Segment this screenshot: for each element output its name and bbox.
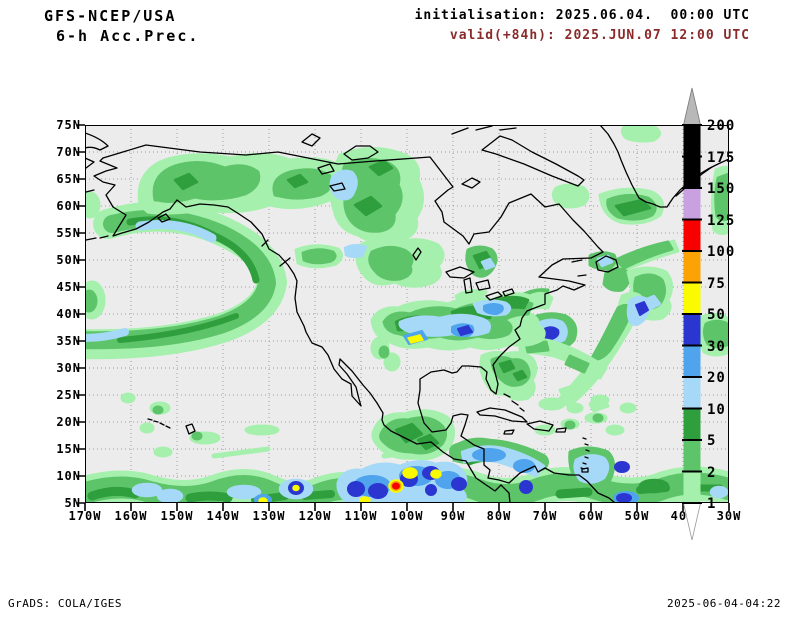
- axis-ticks: [77, 124, 730, 511]
- y-tick-label: 25N: [56, 388, 81, 402]
- y-tick-label: 35N: [56, 334, 81, 348]
- y-tick-label: 55N: [56, 226, 81, 240]
- grads-credit: GrADS: COLA/IGES: [8, 597, 122, 610]
- colorbar-segment: [683, 314, 701, 346]
- colorbar-segment: [683, 219, 701, 251]
- colorbar-label: 10: [707, 402, 726, 418]
- colorbar-segment: [683, 156, 701, 188]
- colorbar-label: 30: [707, 339, 726, 355]
- precip-shading: [85, 125, 729, 503]
- colorbar-label: 125: [707, 213, 735, 229]
- init-time-label: initialisation: 2025.06.04. 00:00 UTC: [414, 8, 750, 23]
- colorbar-label: 1: [707, 496, 716, 512]
- colorbar-label: 2: [707, 465, 716, 481]
- x-tick-label: 80W: [487, 509, 512, 523]
- colorbar-label: 150: [707, 181, 735, 197]
- product-subtitle: 6-h Acc.Prec.: [56, 27, 200, 45]
- y-tick-label: 5N: [65, 496, 81, 510]
- x-tick-label: 150W: [161, 509, 194, 523]
- y-axis-labels: 75N 70N 65N 60N 55N 50N 45N 40N 35N 30N …: [56, 118, 81, 510]
- y-tick-label: 10N: [56, 469, 81, 483]
- colorbar-segment: [683, 251, 701, 283]
- model-title: GFS-NCEP/USA: [44, 7, 177, 25]
- colorbar-label: 175: [707, 150, 735, 166]
- colorbar-label: 50: [707, 307, 726, 323]
- x-tick-label: 30W: [717, 509, 742, 523]
- colorbar-segment: [683, 125, 701, 157]
- colorbar-segment: [683, 471, 701, 503]
- x-tick-label: 60W: [579, 509, 604, 523]
- x-tick-label: 90W: [441, 509, 466, 523]
- colorbar-level-lines: [682, 124, 702, 504]
- y-tick-label: 30N: [56, 361, 81, 375]
- coastlines: [85, 125, 729, 503]
- colorbar-label: 20: [707, 370, 726, 386]
- y-tick-label: 70N: [56, 145, 81, 159]
- y-tick-label: 65N: [56, 172, 81, 186]
- colorbar-segment: [683, 345, 701, 377]
- x-tick-label: 120W: [299, 509, 332, 523]
- colorbar-label: 100: [707, 244, 735, 260]
- y-tick-label: 50N: [56, 253, 81, 267]
- colorbar-segment: [683, 377, 701, 409]
- colorbar-segment: [683, 440, 701, 472]
- x-tick-label: 100W: [391, 509, 424, 523]
- y-tick-label: 45N: [56, 280, 81, 294]
- colorbar-segment: [683, 188, 701, 220]
- x-tick-label: 70W: [533, 509, 558, 523]
- colorbar-labels: 200 175 150 125 100 75 50 30 20 10 5 2 1: [707, 118, 735, 512]
- colorbar-label: 75: [707, 276, 726, 292]
- colorbar-segment: [683, 408, 701, 440]
- colorbar-segment: [683, 282, 701, 314]
- x-tick-label: 50W: [625, 509, 650, 523]
- y-tick-label: 20N: [56, 415, 81, 429]
- x-tick-label: 160W: [115, 509, 148, 523]
- x-tick-label: 130W: [253, 509, 286, 523]
- y-tick-label: 75N: [56, 118, 81, 132]
- colorbar-arrow-above: [682, 87, 702, 126]
- y-tick-label: 60N: [56, 199, 81, 213]
- x-axis-labels: 170W 160W 150W 140W 130W 120W 110W 100W …: [69, 509, 742, 523]
- creation-timestamp: 2025-06-04-04:22: [667, 597, 781, 610]
- valid-time-label: valid(+84h): 2025.JUN.07 12:00 UTC: [449, 28, 750, 43]
- y-tick-label: 40N: [56, 307, 81, 321]
- colorbar-label: 5: [707, 433, 716, 449]
- colorbar-label: 200: [707, 118, 735, 134]
- coastline-dot: [688, 178, 693, 183]
- x-tick-label: 110W: [345, 509, 378, 523]
- x-tick-label: 140W: [207, 509, 240, 523]
- colorbar: 200 175 150 125 100 75 50 30 20 10 5 2 1: [675, 87, 735, 541]
- plot-area: [85, 125, 729, 503]
- y-tick-label: 15N: [56, 442, 81, 456]
- x-tick-label: 170W: [69, 509, 102, 523]
